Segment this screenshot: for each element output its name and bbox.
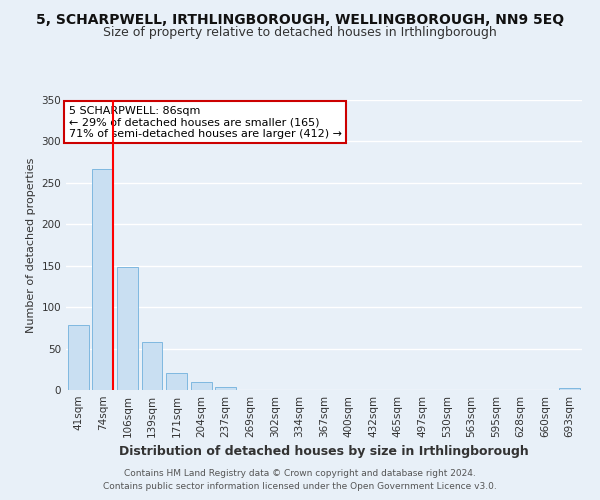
X-axis label: Distribution of detached houses by size in Irthlingborough: Distribution of detached houses by size …: [119, 446, 529, 458]
Bar: [68, 326, 89, 390]
Bar: [559, 388, 580, 390]
Text: 5 SCHARPWELL: 86sqm
← 29% of detached houses are smaller (165)
71% of semi-detac: 5 SCHARPWELL: 86sqm ← 29% of detached ho…: [68, 106, 341, 139]
Bar: [92, 169, 113, 390]
Bar: [215, 386, 236, 390]
Text: Size of property relative to detached houses in Irthlingborough: Size of property relative to detached ho…: [103, 26, 497, 39]
Bar: [142, 342, 163, 390]
Bar: [117, 266, 138, 390]
Text: Contains HM Land Registry data © Crown copyright and database right 2024.: Contains HM Land Registry data © Crown c…: [124, 468, 476, 477]
Bar: [166, 374, 187, 390]
Text: Contains public sector information licensed under the Open Government Licence v3: Contains public sector information licen…: [103, 482, 497, 491]
Text: 5, SCHARPWELL, IRTHLINGBOROUGH, WELLINGBOROUGH, NN9 5EQ: 5, SCHARPWELL, IRTHLINGBOROUGH, WELLINGB…: [36, 12, 564, 26]
Y-axis label: Number of detached properties: Number of detached properties: [26, 158, 36, 332]
Bar: [191, 382, 212, 390]
